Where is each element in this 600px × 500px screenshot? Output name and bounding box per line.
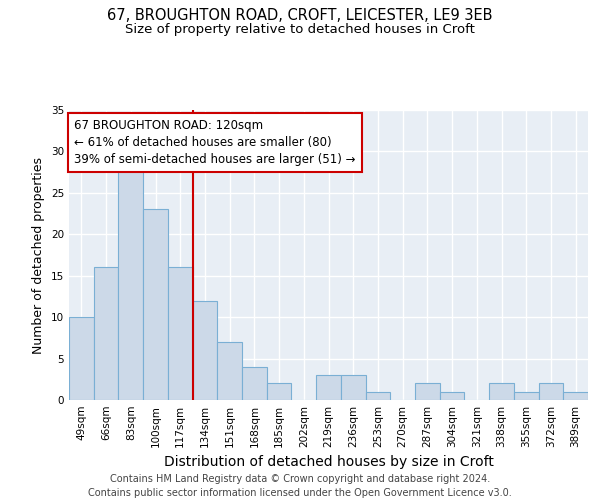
- Bar: [514, 392, 539, 400]
- Bar: [193, 300, 217, 400]
- Bar: [118, 160, 143, 400]
- Bar: [69, 317, 94, 400]
- Bar: [242, 367, 267, 400]
- Bar: [539, 384, 563, 400]
- Bar: [341, 375, 365, 400]
- Bar: [267, 384, 292, 400]
- Text: Size of property relative to detached houses in Croft: Size of property relative to detached ho…: [125, 22, 475, 36]
- Bar: [217, 342, 242, 400]
- Y-axis label: Number of detached properties: Number of detached properties: [32, 156, 46, 354]
- Bar: [143, 210, 168, 400]
- Bar: [316, 375, 341, 400]
- Bar: [489, 384, 514, 400]
- Bar: [168, 268, 193, 400]
- Text: 67 BROUGHTON ROAD: 120sqm
← 61% of detached houses are smaller (80)
39% of semi-: 67 BROUGHTON ROAD: 120sqm ← 61% of detac…: [74, 118, 356, 166]
- X-axis label: Distribution of detached houses by size in Croft: Distribution of detached houses by size …: [164, 456, 493, 469]
- Bar: [94, 268, 118, 400]
- Text: 67, BROUGHTON ROAD, CROFT, LEICESTER, LE9 3EB: 67, BROUGHTON ROAD, CROFT, LEICESTER, LE…: [107, 8, 493, 22]
- Bar: [365, 392, 390, 400]
- Text: Contains HM Land Registry data © Crown copyright and database right 2024.
Contai: Contains HM Land Registry data © Crown c…: [88, 474, 512, 498]
- Bar: [563, 392, 588, 400]
- Bar: [415, 384, 440, 400]
- Bar: [440, 392, 464, 400]
